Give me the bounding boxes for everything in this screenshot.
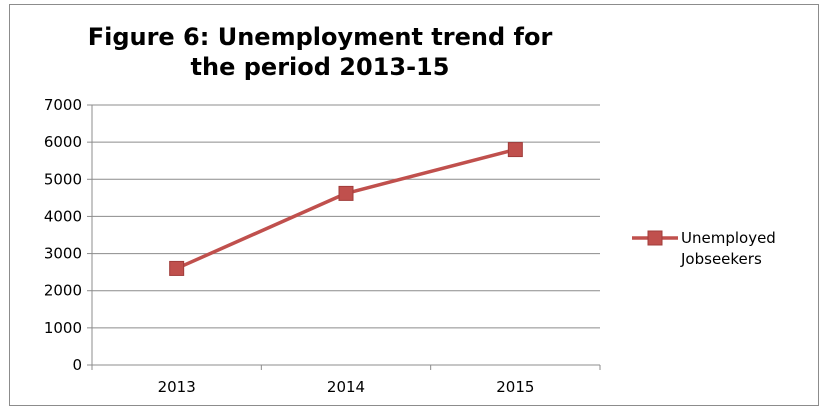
- data-point-marker: [169, 260, 185, 276]
- y-tick-label: 7000: [44, 96, 82, 114]
- y-tick-label: 6000: [44, 133, 82, 151]
- chart-title: Figure 6: Unemployment trend for the per…: [87, 23, 553, 81]
- chart-svg: 0 1000 2000 3000 4000 5000 6000 7000 2013 2014 201…: [44, 96, 776, 396]
- data-point-marker: [507, 142, 523, 158]
- y-tick-label: 4000: [44, 207, 82, 225]
- x-tick-label: 2014: [327, 378, 365, 396]
- series-line: [175, 147, 516, 271]
- legend-label: Unemployed: [681, 229, 776, 247]
- y-tick-label: 3000: [44, 245, 82, 263]
- y-tick-label: 0: [72, 356, 82, 374]
- chart-frame: Figure 6: Unemployment trend for the per…: [9, 4, 819, 406]
- data-point-marker: [338, 185, 354, 201]
- series-layer: [169, 142, 523, 276]
- y-tick-label: 1000: [44, 319, 82, 337]
- y-tick-label: 2000: [44, 282, 82, 300]
- legend-swatch-marker: [647, 230, 663, 246]
- x-tick-label: 2013: [158, 378, 196, 396]
- x-tick-label: 2015: [496, 378, 534, 396]
- y-tick-label: 5000: [44, 170, 82, 188]
- legend-label: Jobseekers: [680, 250, 762, 268]
- legend: Unemployed Jobseekers: [632, 229, 776, 268]
- axes: 0 1000 2000 3000 4000 5000 6000 7000 2013 2014 201…: [44, 96, 601, 396]
- gridlines: [92, 104, 600, 329]
